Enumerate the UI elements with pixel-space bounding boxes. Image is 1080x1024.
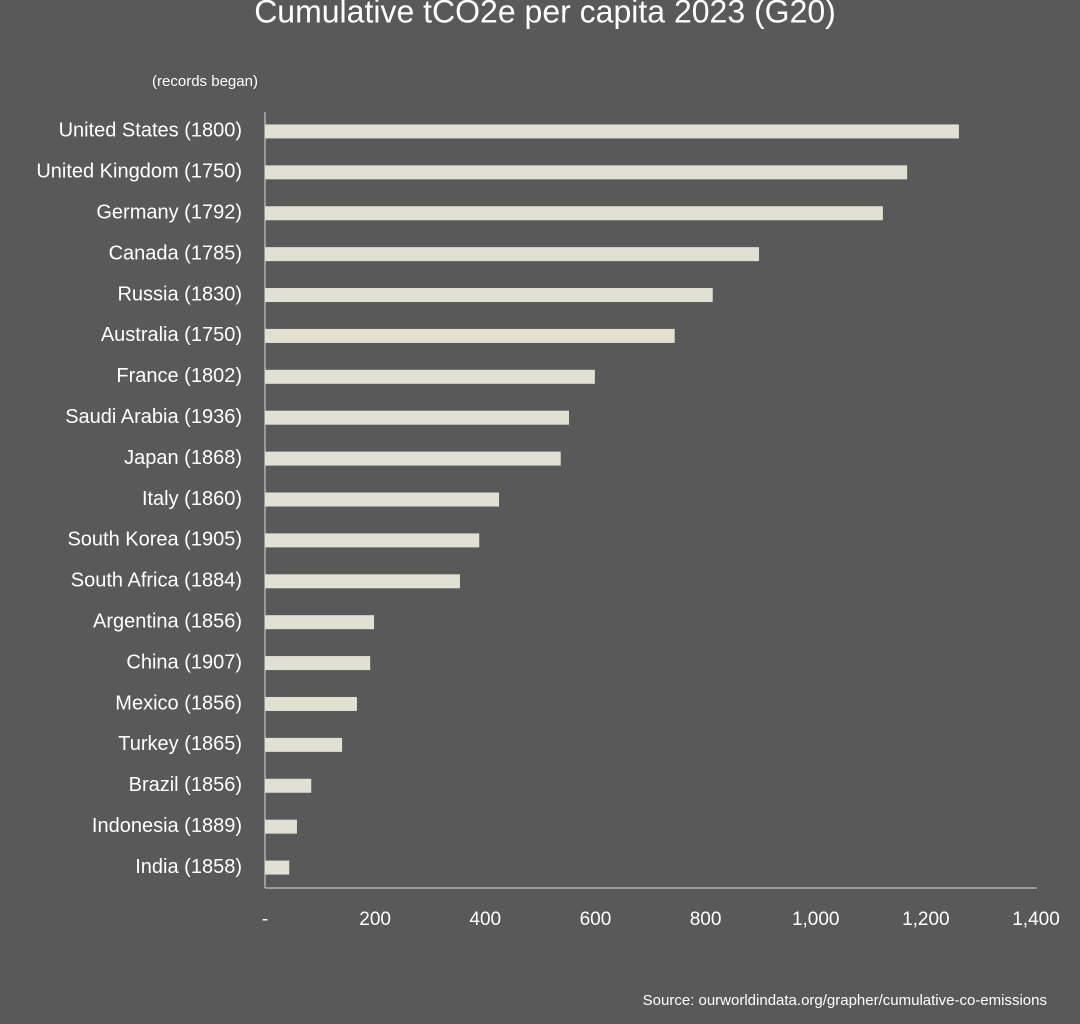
y-tick-label: Mexico (1856) bbox=[115, 692, 242, 714]
x-tick-label: 1,200 bbox=[902, 909, 950, 930]
y-tick-label: United Kingdom (1750) bbox=[36, 161, 242, 183]
bar bbox=[265, 492, 500, 507]
y-tick-label: Turkey (1865) bbox=[118, 733, 242, 755]
chart-title: Cumulative tCO2e per capita 2023 (G20) bbox=[254, 0, 836, 29]
bar bbox=[265, 369, 595, 384]
y-tick-label: Russia (1830) bbox=[117, 283, 242, 305]
bar bbox=[265, 451, 561, 466]
y-tick-label: France (1802) bbox=[116, 365, 242, 387]
bar bbox=[265, 288, 713, 303]
bar bbox=[265, 328, 675, 343]
y-tick-label: Canada (1785) bbox=[109, 242, 242, 264]
bar bbox=[265, 206, 883, 221]
y-tick-label: Australia (1750) bbox=[101, 324, 242, 346]
y-tick-label: Italy (1860) bbox=[142, 488, 242, 510]
y-tick-label: India (1858) bbox=[135, 856, 242, 878]
y-tick-label: China (1907) bbox=[126, 651, 242, 673]
y-tick-label: Argentina (1856) bbox=[93, 610, 242, 632]
y-tick-label: Japan (1868) bbox=[124, 447, 242, 469]
bar bbox=[265, 656, 371, 671]
bar bbox=[265, 410, 569, 425]
bar bbox=[265, 615, 375, 630]
x-tick-label: 1,400 bbox=[1012, 909, 1060, 930]
x-tick-label: 600 bbox=[580, 909, 612, 930]
bar bbox=[265, 737, 343, 752]
source-note: Source: ourworldindata.org/grapher/cumul… bbox=[643, 992, 1047, 1009]
chart-subtitle: (records began) bbox=[152, 73, 258, 90]
bar bbox=[265, 247, 759, 262]
x-tick-label: 800 bbox=[690, 909, 722, 930]
bar bbox=[265, 860, 290, 875]
bar bbox=[265, 778, 312, 793]
bar bbox=[265, 574, 460, 589]
y-tick-label: Saudi Arabia (1936) bbox=[65, 406, 242, 428]
x-tick-label: 400 bbox=[469, 909, 501, 930]
y-tick-label: South Korea (1905) bbox=[67, 529, 242, 551]
bar bbox=[265, 696, 357, 711]
y-tick-label: Indonesia (1889) bbox=[92, 815, 242, 837]
bar bbox=[265, 533, 480, 548]
y-tick-label: United States (1800) bbox=[59, 120, 242, 142]
bar bbox=[265, 819, 297, 834]
x-tick-label: 200 bbox=[359, 909, 391, 930]
x-tick-label: - bbox=[262, 909, 268, 930]
bar bbox=[265, 124, 959, 139]
x-tick-label: 1,000 bbox=[792, 909, 840, 930]
bar bbox=[265, 165, 908, 180]
y-tick-label: South Africa (1884) bbox=[71, 570, 242, 592]
y-tick-label: Germany (1792) bbox=[96, 202, 242, 224]
y-tick-label: Brazil (1856) bbox=[129, 774, 242, 796]
